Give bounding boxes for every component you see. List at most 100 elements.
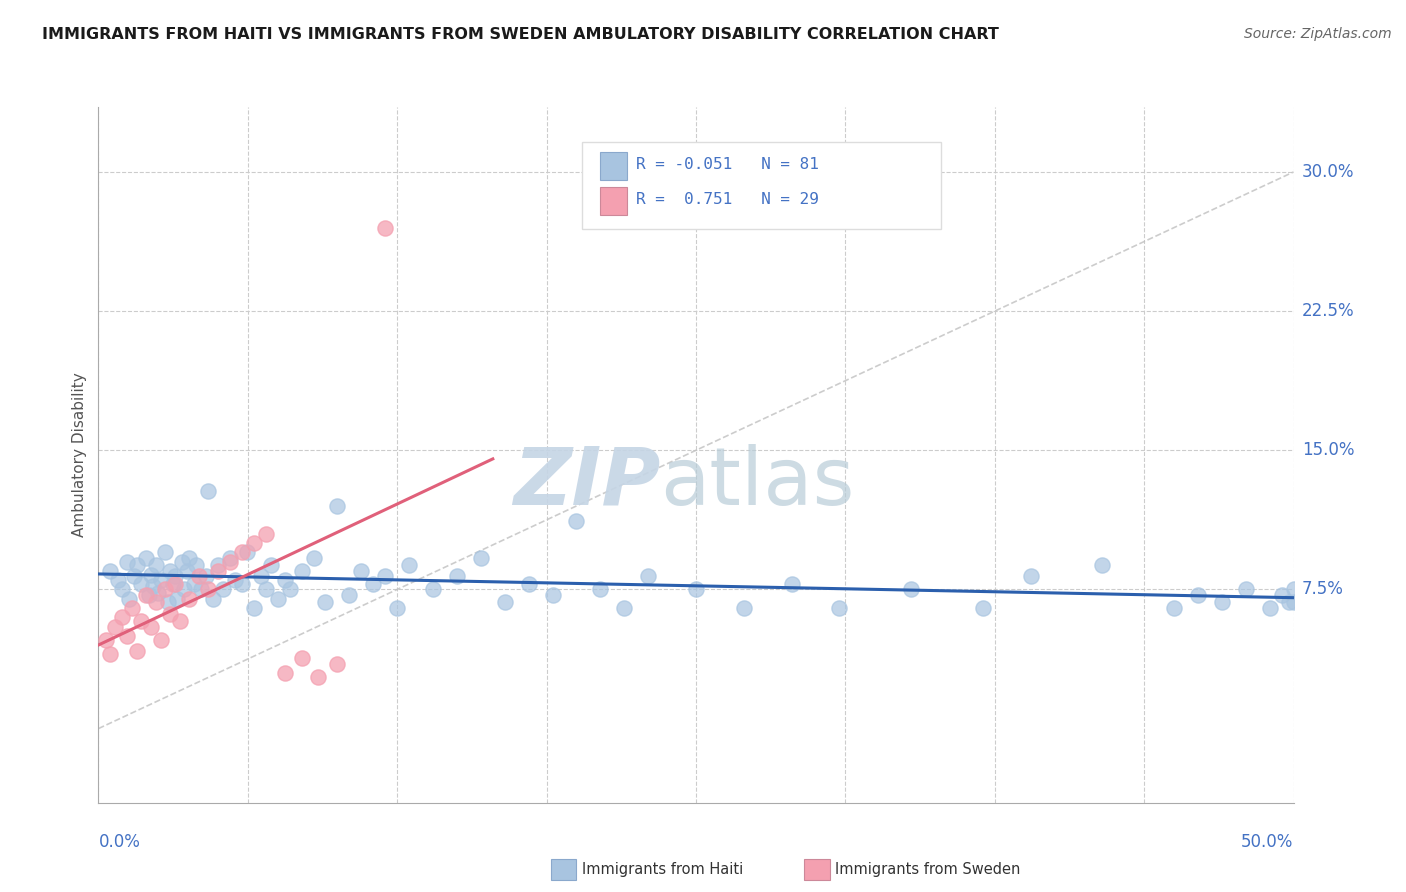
Point bbox=[176, 564, 198, 578]
Point bbox=[202, 591, 225, 606]
Point bbox=[139, 619, 162, 633]
Point bbox=[231, 545, 253, 559]
Point bbox=[156, 595, 179, 609]
Text: Immigrants from Sweden: Immigrants from Sweden bbox=[835, 863, 1021, 877]
Point bbox=[350, 564, 373, 578]
Point bbox=[274, 665, 297, 680]
Point bbox=[1282, 582, 1305, 597]
Point bbox=[190, 582, 212, 597]
Text: Source: ZipAtlas.com: Source: ZipAtlas.com bbox=[1244, 27, 1392, 41]
Text: 50.0%: 50.0% bbox=[1241, 833, 1294, 851]
Point bbox=[163, 577, 186, 591]
Point bbox=[155, 545, 177, 559]
Point bbox=[315, 595, 337, 609]
Point bbox=[613, 601, 636, 615]
Point bbox=[290, 564, 312, 578]
Point bbox=[278, 582, 301, 597]
Point bbox=[179, 591, 201, 606]
Point bbox=[274, 573, 297, 587]
Point bbox=[172, 555, 194, 569]
Point bbox=[231, 577, 253, 591]
Point bbox=[363, 577, 385, 591]
Point bbox=[194, 569, 217, 583]
Point bbox=[517, 577, 540, 591]
Point bbox=[1163, 601, 1185, 615]
Point bbox=[111, 610, 134, 624]
Point bbox=[98, 648, 122, 662]
Text: 0.0%: 0.0% bbox=[98, 833, 141, 851]
Point bbox=[131, 577, 153, 591]
Point bbox=[1258, 601, 1281, 615]
Text: 15.0%: 15.0% bbox=[1302, 442, 1354, 459]
Point bbox=[207, 558, 229, 573]
Point bbox=[1091, 558, 1114, 573]
Point bbox=[135, 550, 157, 565]
Point bbox=[307, 670, 329, 684]
Point bbox=[259, 558, 281, 573]
Point bbox=[107, 573, 129, 587]
Point bbox=[374, 220, 396, 235]
Point bbox=[148, 586, 170, 600]
Point bbox=[149, 632, 172, 647]
Point bbox=[243, 601, 266, 615]
Point bbox=[1234, 582, 1257, 597]
Point bbox=[900, 582, 922, 597]
Point bbox=[135, 588, 157, 602]
Point bbox=[169, 614, 191, 628]
Point bbox=[179, 550, 201, 565]
Text: R = -0.051   N = 81: R = -0.051 N = 81 bbox=[636, 157, 820, 172]
Point bbox=[211, 582, 233, 597]
Point bbox=[326, 499, 349, 513]
Point bbox=[118, 591, 141, 606]
Point bbox=[139, 567, 162, 582]
Point bbox=[1187, 588, 1209, 602]
Point bbox=[197, 582, 219, 597]
Point bbox=[145, 595, 167, 609]
Point bbox=[159, 564, 181, 578]
Point bbox=[115, 629, 138, 643]
Point bbox=[219, 550, 242, 565]
Point bbox=[494, 595, 516, 609]
Point bbox=[124, 569, 146, 583]
Text: IMMIGRANTS FROM HAITI VS IMMIGRANTS FROM SWEDEN AMBULATORY DISABILITY CORRELATIO: IMMIGRANTS FROM HAITI VS IMMIGRANTS FROM… bbox=[42, 27, 1000, 42]
Text: 7.5%: 7.5% bbox=[1302, 581, 1344, 599]
Point bbox=[337, 588, 360, 602]
Point bbox=[254, 582, 277, 597]
Point bbox=[1271, 588, 1294, 602]
Text: atlas: atlas bbox=[661, 443, 855, 522]
Point bbox=[104, 619, 127, 633]
Point bbox=[111, 582, 134, 597]
Point bbox=[159, 607, 181, 621]
Point bbox=[186, 558, 208, 573]
Y-axis label: Ambulatory Disability: Ambulatory Disability bbox=[72, 373, 87, 537]
Point bbox=[121, 601, 143, 615]
Point bbox=[250, 569, 273, 583]
Point bbox=[207, 564, 229, 578]
Point bbox=[290, 651, 312, 665]
Point bbox=[1282, 595, 1305, 609]
Point bbox=[166, 591, 188, 606]
Point bbox=[565, 514, 588, 528]
Point bbox=[163, 569, 186, 583]
Text: Immigrants from Haiti: Immigrants from Haiti bbox=[582, 863, 744, 877]
Point bbox=[125, 558, 148, 573]
Text: 22.5%: 22.5% bbox=[1302, 302, 1354, 320]
Point bbox=[326, 657, 349, 671]
Point bbox=[1211, 595, 1233, 609]
Point bbox=[541, 588, 564, 602]
Point bbox=[1278, 595, 1301, 609]
Point bbox=[422, 582, 444, 597]
FancyBboxPatch shape bbox=[582, 142, 941, 229]
Point bbox=[162, 577, 184, 591]
Point bbox=[94, 632, 117, 647]
Point bbox=[589, 582, 612, 597]
Point bbox=[187, 569, 209, 583]
Point bbox=[446, 569, 468, 583]
Point bbox=[780, 577, 803, 591]
Point bbox=[243, 536, 266, 550]
Text: R =  0.751   N = 29: R = 0.751 N = 29 bbox=[636, 192, 820, 207]
Point bbox=[115, 555, 138, 569]
Point bbox=[197, 484, 219, 499]
Point bbox=[183, 577, 205, 591]
Point bbox=[385, 601, 409, 615]
